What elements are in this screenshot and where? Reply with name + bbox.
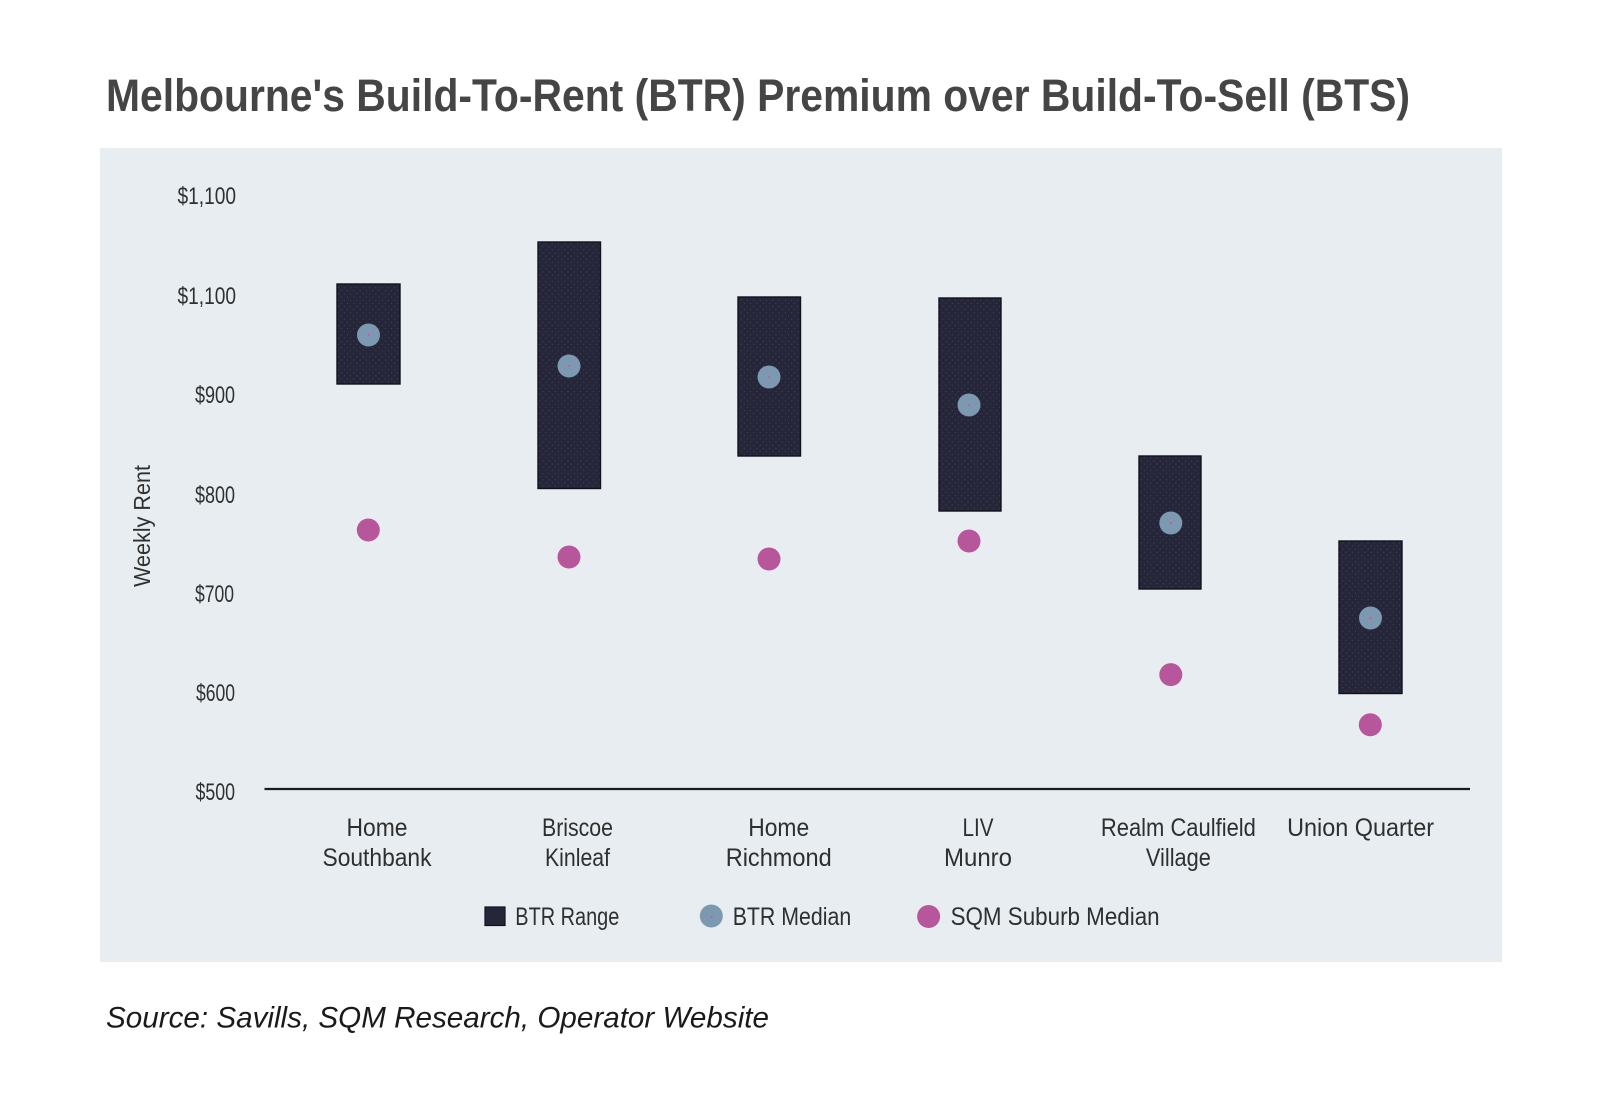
svg-text:Melbourne's Build-To-Rent (BTR: Melbourne's Build-To-Rent (BTR) Premium … bbox=[106, 70, 1410, 121]
svg-text:Home: Home bbox=[748, 814, 809, 842]
svg-text:$1,100: $1,100 bbox=[178, 283, 237, 310]
svg-text:$700: $700 bbox=[195, 581, 234, 608]
svg-text:BTR Median: BTR Median bbox=[733, 903, 852, 931]
svg-text:$1,100: $1,100 bbox=[178, 183, 237, 210]
svg-text:SQM Suburb Median: SQM Suburb Median bbox=[951, 903, 1160, 931]
svg-text:Briscoe: Briscoe bbox=[542, 814, 613, 842]
svg-text:BTR Range: BTR Range bbox=[515, 903, 619, 931]
svg-text:Weekly Rent: Weekly Rent bbox=[129, 464, 155, 587]
svg-text:$900: $900 bbox=[195, 382, 235, 409]
svg-text:Kinleaf: Kinleaf bbox=[545, 844, 610, 872]
svg-text:$600: $600 bbox=[196, 680, 235, 707]
svg-text:Munro: Munro bbox=[944, 844, 1012, 872]
svg-text:$800: $800 bbox=[195, 482, 235, 509]
svg-text:$500: $500 bbox=[196, 779, 236, 806]
svg-text:Union Quarter: Union Quarter bbox=[1287, 814, 1434, 842]
svg-text:Realm Caulfield: Realm Caulfield bbox=[1101, 814, 1256, 842]
svg-text:LIV: LIV bbox=[963, 814, 994, 842]
svg-text:Richmond: Richmond bbox=[726, 844, 832, 872]
svg-text:Village: Village bbox=[1146, 844, 1211, 872]
svg-text:Southbank: Southbank bbox=[323, 844, 432, 872]
svg-text:Source: Savills, SQM Research,: Source: Savills, SQM Research, Operator … bbox=[106, 1002, 769, 1035]
svg-text:Home: Home bbox=[347, 814, 408, 842]
